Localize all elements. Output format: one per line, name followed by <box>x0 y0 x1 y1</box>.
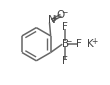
Text: F: F <box>62 22 68 32</box>
Text: B: B <box>62 39 69 49</box>
Text: −: − <box>61 8 68 17</box>
Text: +: + <box>52 14 58 23</box>
Text: −: − <box>65 37 72 46</box>
Text: F: F <box>76 39 82 49</box>
Text: O: O <box>57 10 65 20</box>
Text: K: K <box>87 39 94 49</box>
Text: +: + <box>91 37 97 46</box>
Text: N: N <box>48 15 55 25</box>
Text: F: F <box>62 56 68 66</box>
